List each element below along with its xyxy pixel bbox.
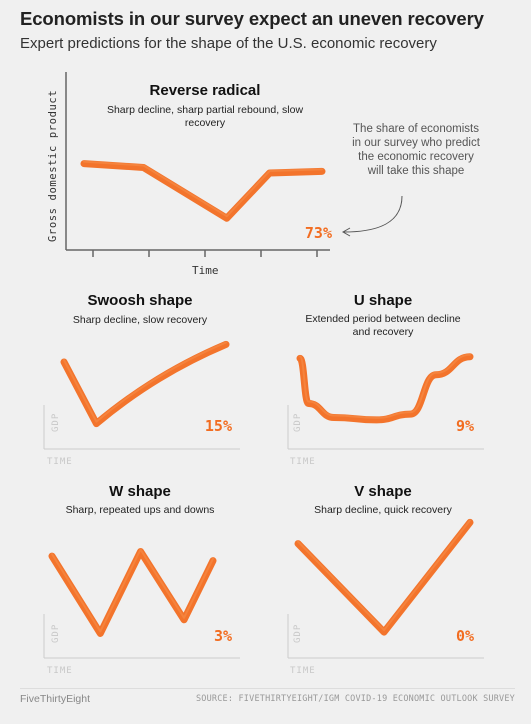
panel-title-v: V shape	[354, 483, 412, 500]
annotation-text: The share of economists in our survey wh…	[352, 123, 480, 177]
panel-desc-swoosh: Sharp decline, slow recovery	[72, 314, 208, 326]
swoosh-x-axis-label: TIME	[47, 457, 73, 467]
annotation-arrow	[343, 195, 403, 233]
pct-label-u: 9%	[455, 417, 474, 435]
series-line-swoosh	[60, 340, 230, 428]
series-line-reverse-radical	[80, 160, 326, 222]
series-line-u	[296, 353, 474, 424]
pct-label-swoosh: 15%	[204, 417, 232, 435]
chart-subtitle: Expert predictions for the shape of the …	[20, 35, 437, 52]
panel-title-swoosh: Swoosh shape	[87, 292, 193, 309]
panel-desc-v: Sharp decline, quick recovery	[314, 504, 452, 516]
series-line-highlight-swoosh	[63, 341, 227, 423]
panel-desc-u: Extended period between decline and reco…	[305, 313, 461, 338]
chart-title: Economists in our survey expect an uneve…	[20, 8, 484, 29]
v-x-axis-label: TIME	[290, 666, 316, 676]
series-line-v	[294, 518, 474, 636]
pct-label-v: 0%	[455, 627, 474, 645]
series-line-highlight-reverse-radical	[83, 160, 323, 218]
annotation-arrowhead	[341, 227, 351, 237]
panel-desc-reverse-radical: Sharp decline, sharp partial rebound, sl…	[106, 104, 304, 129]
series-line-highlight-u	[299, 353, 471, 419]
main-x-axis-label: Time	[192, 264, 219, 277]
series-line-highlight-v	[297, 519, 471, 632]
panel-title-w: W shape	[109, 483, 171, 500]
pct-label-reverse-radical: 73%	[304, 224, 332, 242]
series-line-highlight-w	[51, 548, 214, 633]
panel-desc-w: Sharp, repeated ups and downs	[65, 504, 215, 516]
pct-label-w: 3%	[213, 627, 232, 645]
panel-title-reverse-radical: Reverse radical	[149, 82, 261, 99]
u-x-axis-label: TIME	[290, 457, 316, 467]
footer-divider	[20, 688, 515, 689]
panel-title-u: U shape	[353, 292, 413, 309]
footer-source: SOURCE: FIVETHIRTYEIGHT/IGM COVID-19 ECO…	[195, 694, 515, 704]
w-x-axis-label: TIME	[47, 666, 73, 676]
footer-brand: FiveThirtyEight	[20, 693, 91, 705]
